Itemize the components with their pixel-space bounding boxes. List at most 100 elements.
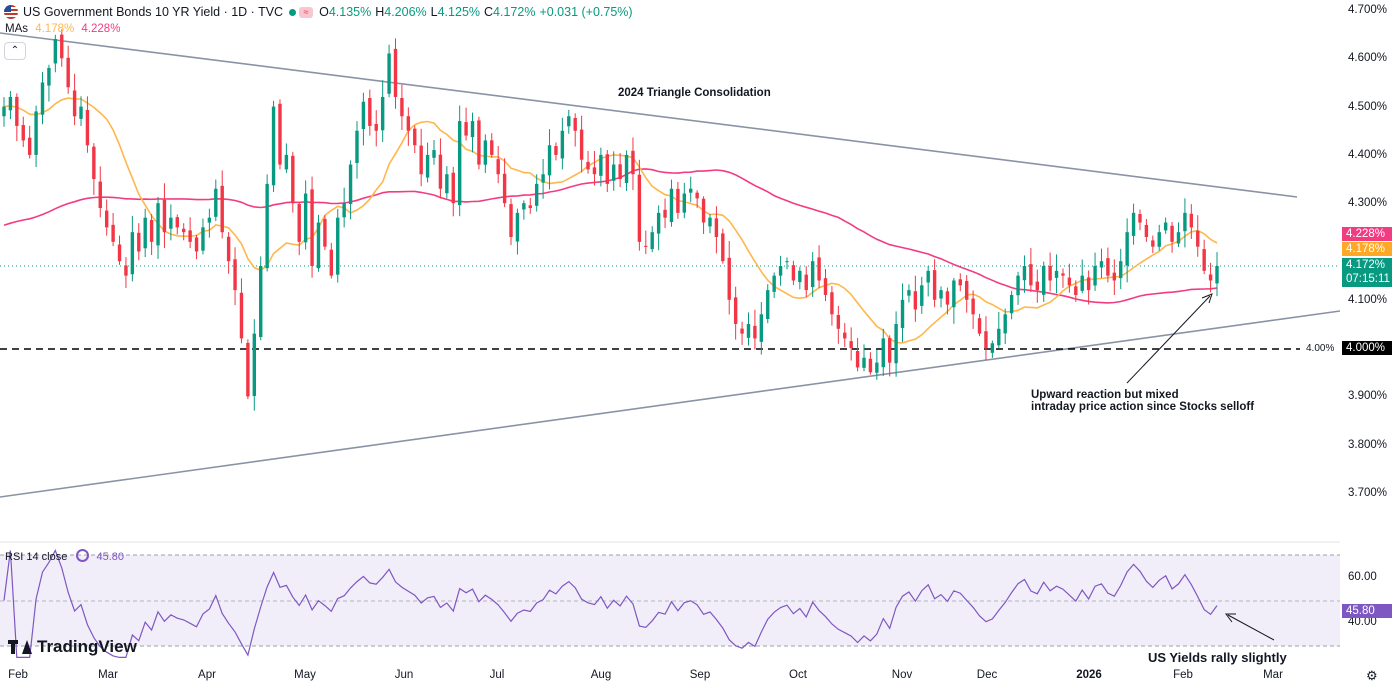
candle[interactable] xyxy=(727,241,731,315)
candle[interactable] xyxy=(265,174,269,272)
candle[interactable] xyxy=(502,158,507,208)
candle[interactable] xyxy=(682,182,687,219)
triangle-annotation[interactable]: 2024 Triangle Consolidation xyxy=(618,87,771,99)
candle[interactable] xyxy=(53,34,58,73)
candle[interactable] xyxy=(1016,271,1020,305)
candle[interactable] xyxy=(1054,254,1059,294)
candle[interactable] xyxy=(445,166,449,199)
candle[interactable] xyxy=(534,174,539,212)
rally-annotation[interactable]: US Yields rally slightly xyxy=(1148,650,1287,665)
candle[interactable] xyxy=(303,180,308,250)
candle[interactable] xyxy=(496,145,500,184)
candle[interactable] xyxy=(226,232,231,274)
candle[interactable] xyxy=(733,286,738,340)
candle[interactable] xyxy=(34,105,38,168)
candle[interactable] xyxy=(271,100,276,192)
candle[interactable] xyxy=(990,340,995,358)
candle[interactable] xyxy=(579,115,584,173)
candle[interactable] xyxy=(528,197,532,214)
candle[interactable] xyxy=(8,90,13,120)
candle[interactable] xyxy=(419,128,423,187)
candle[interactable] xyxy=(984,316,988,360)
candle[interactable] xyxy=(1189,204,1194,239)
candle[interactable] xyxy=(509,198,513,246)
candle[interactable] xyxy=(830,286,834,326)
candle[interactable] xyxy=(1074,280,1078,302)
candle[interactable] xyxy=(599,147,603,187)
candle[interactable] xyxy=(900,283,905,342)
candle[interactable] xyxy=(40,71,45,125)
candle[interactable] xyxy=(323,215,327,251)
candle[interactable] xyxy=(1067,263,1072,293)
candle[interactable] xyxy=(1202,239,1206,275)
candle[interactable] xyxy=(887,335,892,377)
candle[interactable] xyxy=(175,214,179,235)
candle[interactable] xyxy=(361,92,366,146)
candle[interactable] xyxy=(1086,270,1091,305)
candle[interactable] xyxy=(971,290,975,329)
candle[interactable] xyxy=(316,214,321,272)
candle[interactable] xyxy=(368,89,372,136)
candle[interactable] xyxy=(1099,248,1104,278)
candle[interactable] xyxy=(939,286,943,308)
symbol-title[interactable]: US Government Bonds 10 YR Yield · 1D · T… xyxy=(23,5,284,19)
data-badge-icon[interactable]: ≈ xyxy=(299,6,314,18)
candle[interactable] xyxy=(297,201,301,256)
upper-trendline[interactable] xyxy=(0,32,1298,198)
candle[interactable] xyxy=(766,284,770,324)
candle[interactable] xyxy=(554,142,558,161)
candle[interactable] xyxy=(117,235,122,265)
candle[interactable] xyxy=(836,305,841,344)
candle[interactable] xyxy=(380,80,385,142)
candle[interactable] xyxy=(746,312,751,346)
candle[interactable] xyxy=(393,38,398,109)
candle[interactable] xyxy=(926,265,930,297)
candle[interactable] xyxy=(182,223,186,241)
candle[interactable] xyxy=(695,190,699,208)
candle[interactable] xyxy=(868,352,873,375)
candle[interactable] xyxy=(214,179,218,222)
candle[interactable] xyxy=(464,107,468,141)
candle[interactable] xyxy=(701,196,706,234)
candle[interactable] xyxy=(843,322,847,347)
candle[interactable] xyxy=(778,255,783,286)
candle[interactable] xyxy=(438,138,443,199)
candle[interactable] xyxy=(1170,222,1174,253)
candle[interactable] xyxy=(772,272,776,298)
candle[interactable] xyxy=(1208,262,1213,293)
candle[interactable] xyxy=(1157,224,1161,251)
candle[interactable] xyxy=(201,218,205,255)
candle[interactable] xyxy=(259,256,263,341)
candle[interactable] xyxy=(278,99,282,170)
candle[interactable] xyxy=(15,93,19,142)
candle[interactable] xyxy=(637,159,642,251)
candle[interactable] xyxy=(932,259,937,308)
candle[interactable] xyxy=(451,166,455,217)
candle[interactable] xyxy=(1106,247,1110,283)
candle[interactable] xyxy=(233,247,237,306)
candle[interactable] xyxy=(855,338,860,372)
candle[interactable] xyxy=(1131,203,1136,245)
candle[interactable] xyxy=(432,140,436,165)
candle[interactable] xyxy=(849,327,853,361)
candle[interactable] xyxy=(169,204,173,241)
candle[interactable] xyxy=(663,198,667,228)
candle[interactable] xyxy=(21,116,25,147)
candle[interactable] xyxy=(945,287,950,315)
collapse-legend-button[interactable]: ⌃ xyxy=(4,42,26,60)
last-price-box[interactable]: 4.172% 07:15:11 xyxy=(1342,258,1392,287)
candle[interactable] xyxy=(1029,247,1033,293)
candle[interactable] xyxy=(156,196,160,259)
candle[interactable] xyxy=(759,301,764,355)
candle[interactable] xyxy=(348,160,353,220)
candle[interactable] xyxy=(669,179,674,227)
candle[interactable] xyxy=(920,276,924,314)
rsi-legend[interactable]: RSI 14 close 45.80 xyxy=(5,549,124,563)
candle[interactable] xyxy=(60,29,64,67)
candle[interactable] xyxy=(1163,217,1168,234)
candle[interactable] xyxy=(823,269,828,302)
candle[interactable] xyxy=(374,110,378,147)
candle[interactable] xyxy=(342,187,346,228)
candle[interactable] xyxy=(881,328,885,376)
candle[interactable] xyxy=(753,309,757,350)
